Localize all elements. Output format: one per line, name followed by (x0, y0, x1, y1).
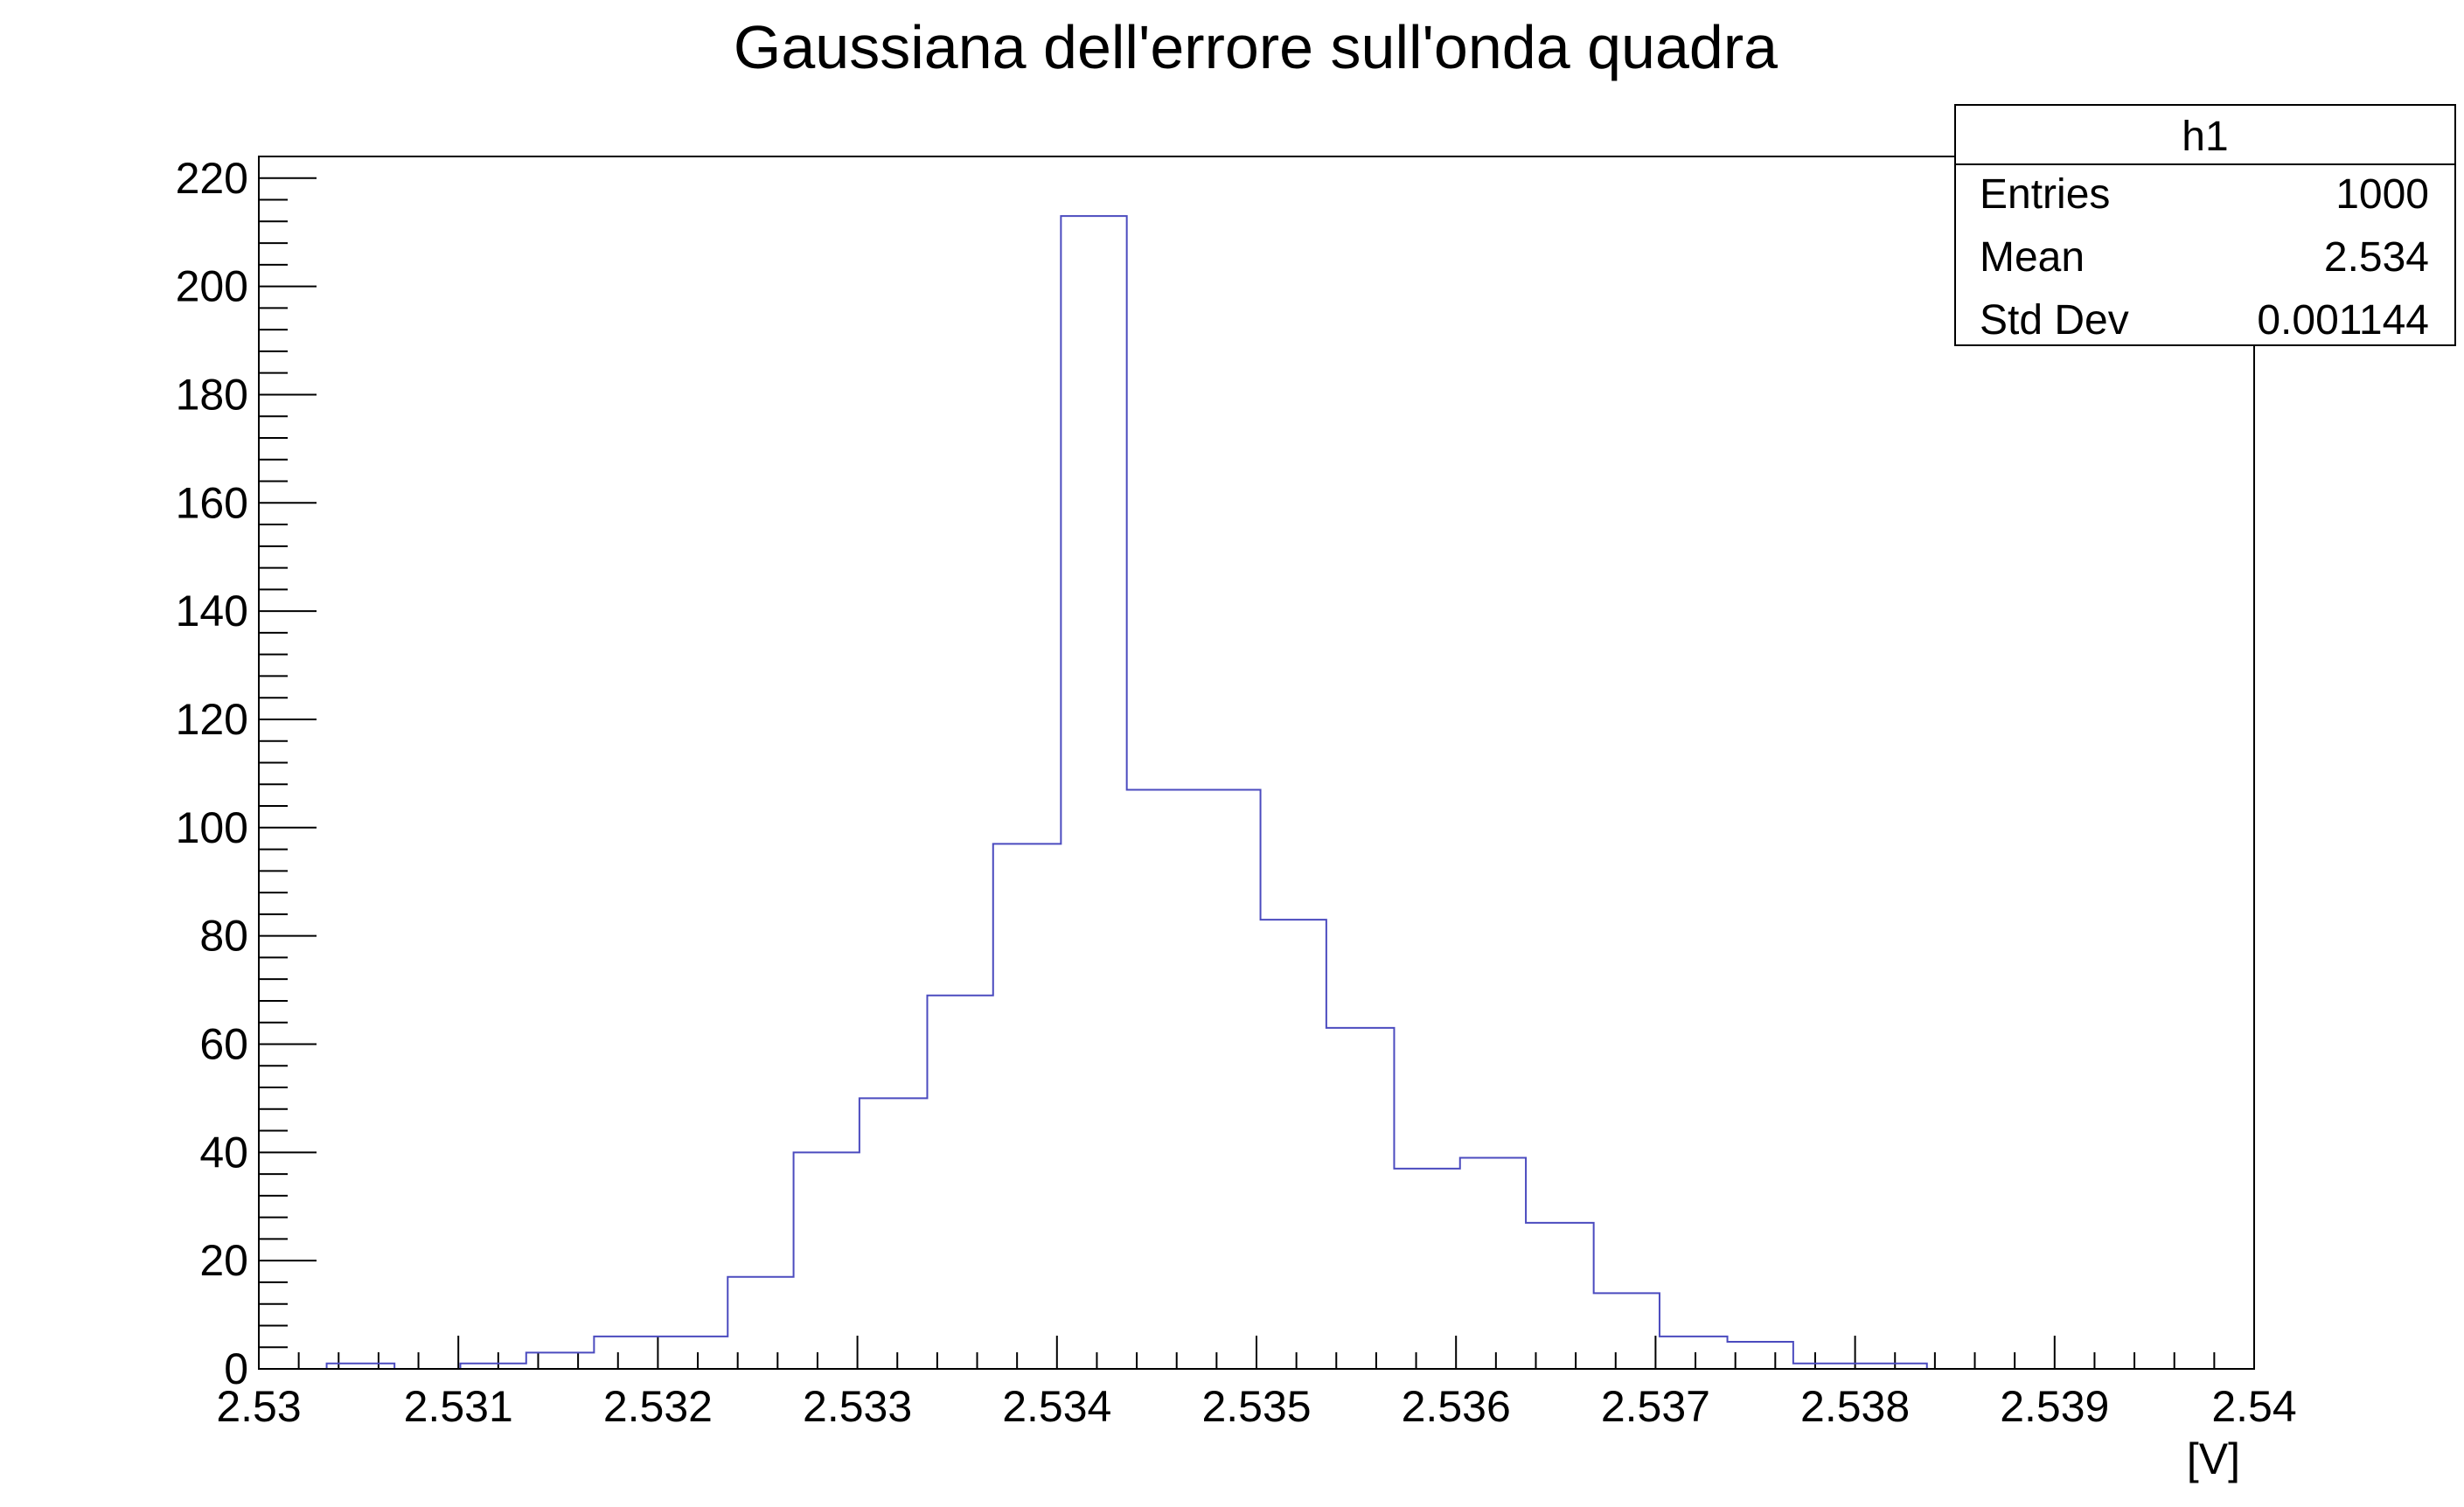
axis-tick-labels: 2.53 2.531 2.532 2.533 2.534 2.535 2.536 2.537 2… (176, 154, 2297, 1431)
x-tick-label: 2.532 (603, 1382, 713, 1431)
stats-entries-label: Entries (1980, 171, 2110, 218)
x-tick-label: 2.535 (1201, 1382, 1311, 1431)
x-tick-label: 2.533 (803, 1382, 912, 1431)
y-tick-label: 200 (176, 262, 248, 311)
y-tick-label: 220 (176, 154, 248, 203)
x-tick-label: 2.536 (1402, 1382, 1511, 1431)
stats-mean-value: 2.534 (2324, 234, 2429, 281)
x-tick-label: 2.539 (2000, 1382, 2109, 1431)
stats-box-frame (1954, 104, 2456, 346)
y-tick-label: 0 (224, 1344, 248, 1393)
stats-box: h1 Entries 1000 Mean 2.534 Std Dev 0.001… (1954, 104, 2456, 346)
axis-ticks (258, 156, 2255, 1370)
stats-stddev-value: 0.001144 (2257, 297, 2429, 344)
x-tick-label: 2.534 (1002, 1382, 1111, 1431)
chart-title: Gaussiana dell'errore sull'onda quadra (734, 13, 1778, 81)
stats-entries-value: 1000 (2335, 171, 2429, 218)
y-tick-label: 120 (176, 695, 248, 744)
y-tick-label: 160 (176, 478, 248, 527)
y-tick-label: 20 (199, 1236, 248, 1285)
x-tick-label: 2.531 (404, 1382, 513, 1431)
y-tick-label: 40 (199, 1128, 248, 1177)
x-tick-label: 2.54 (2211, 1382, 2296, 1431)
x-tick-label: 2.537 (1601, 1382, 1710, 1431)
stats-stddev-label: Std Dev (1980, 297, 2129, 344)
stats-box-title: h1 (2182, 114, 2228, 160)
plot-frame (258, 156, 2255, 1370)
y-tick-label: 140 (176, 587, 248, 635)
y-tick-label: 80 (199, 912, 248, 961)
x-axis-label: [V] (2187, 1434, 2240, 1483)
y-tick-label: 100 (176, 803, 248, 852)
y-tick-label: 180 (176, 370, 248, 419)
y-tick-label: 60 (199, 1019, 248, 1068)
x-tick-label: 2.538 (1800, 1382, 1910, 1431)
histogram-series-line (325, 215, 1928, 1370)
stats-mean-label: Mean (1980, 234, 2085, 281)
x-tick-label: 2.53 (216, 1382, 301, 1431)
